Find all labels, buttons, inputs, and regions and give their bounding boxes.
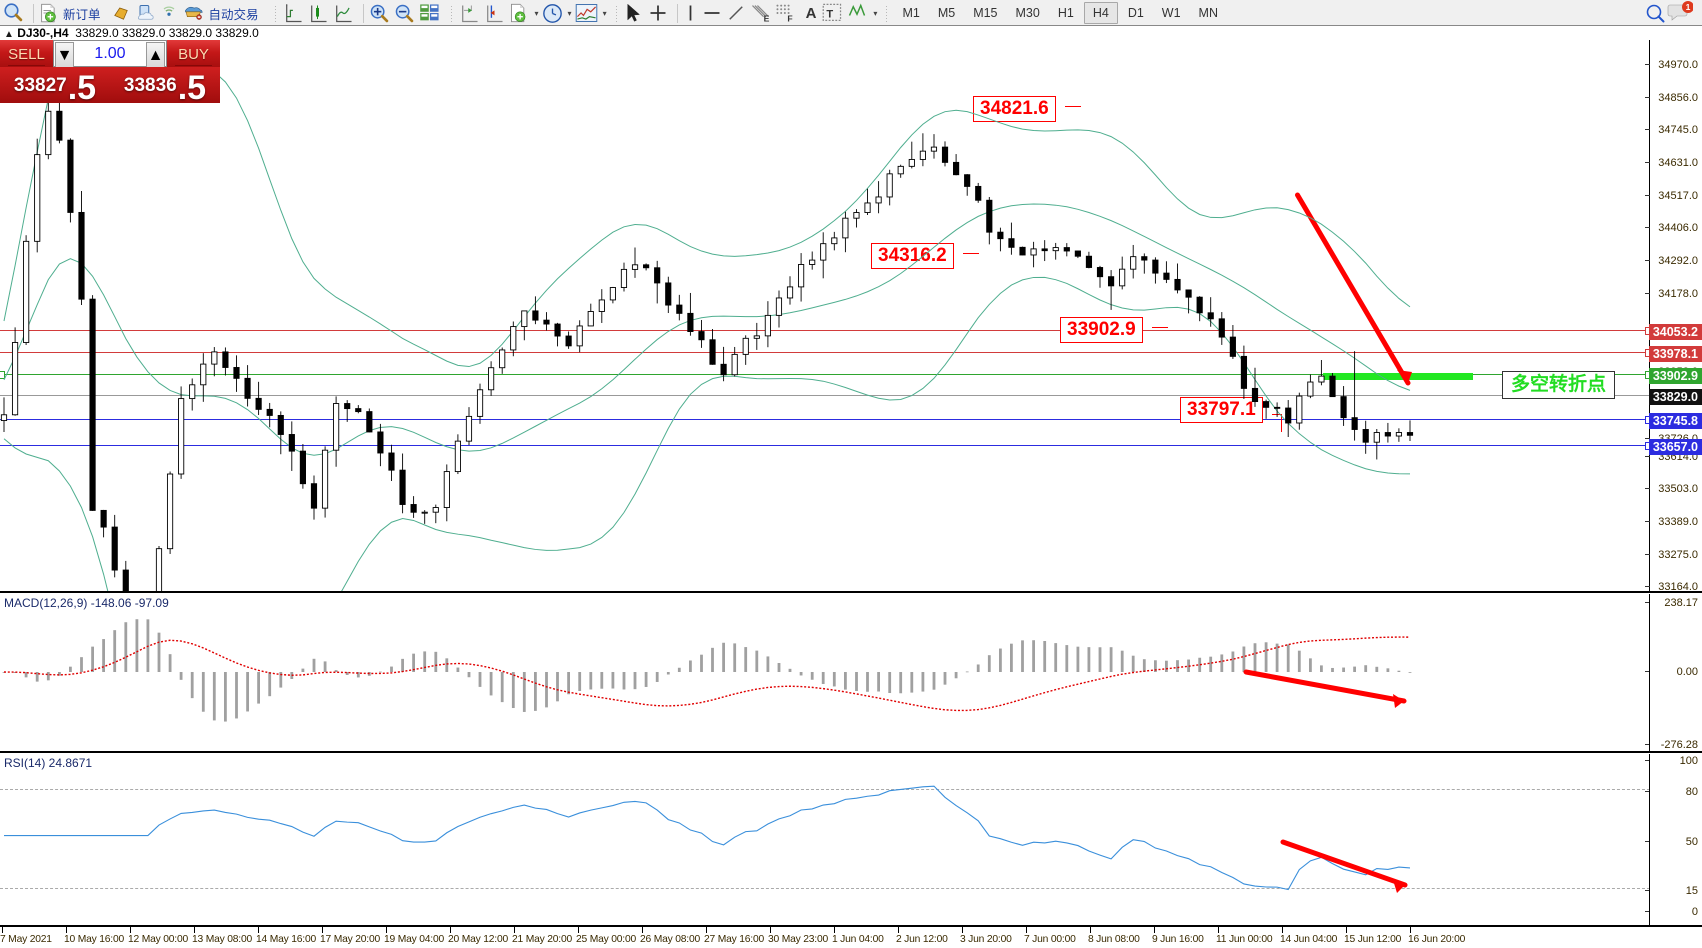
svg-text:F: F — [787, 14, 792, 23]
svg-text:E: E — [763, 14, 769, 23]
svg-text:T: T — [827, 8, 834, 20]
svg-text:1: 1 — [1686, 2, 1691, 12]
